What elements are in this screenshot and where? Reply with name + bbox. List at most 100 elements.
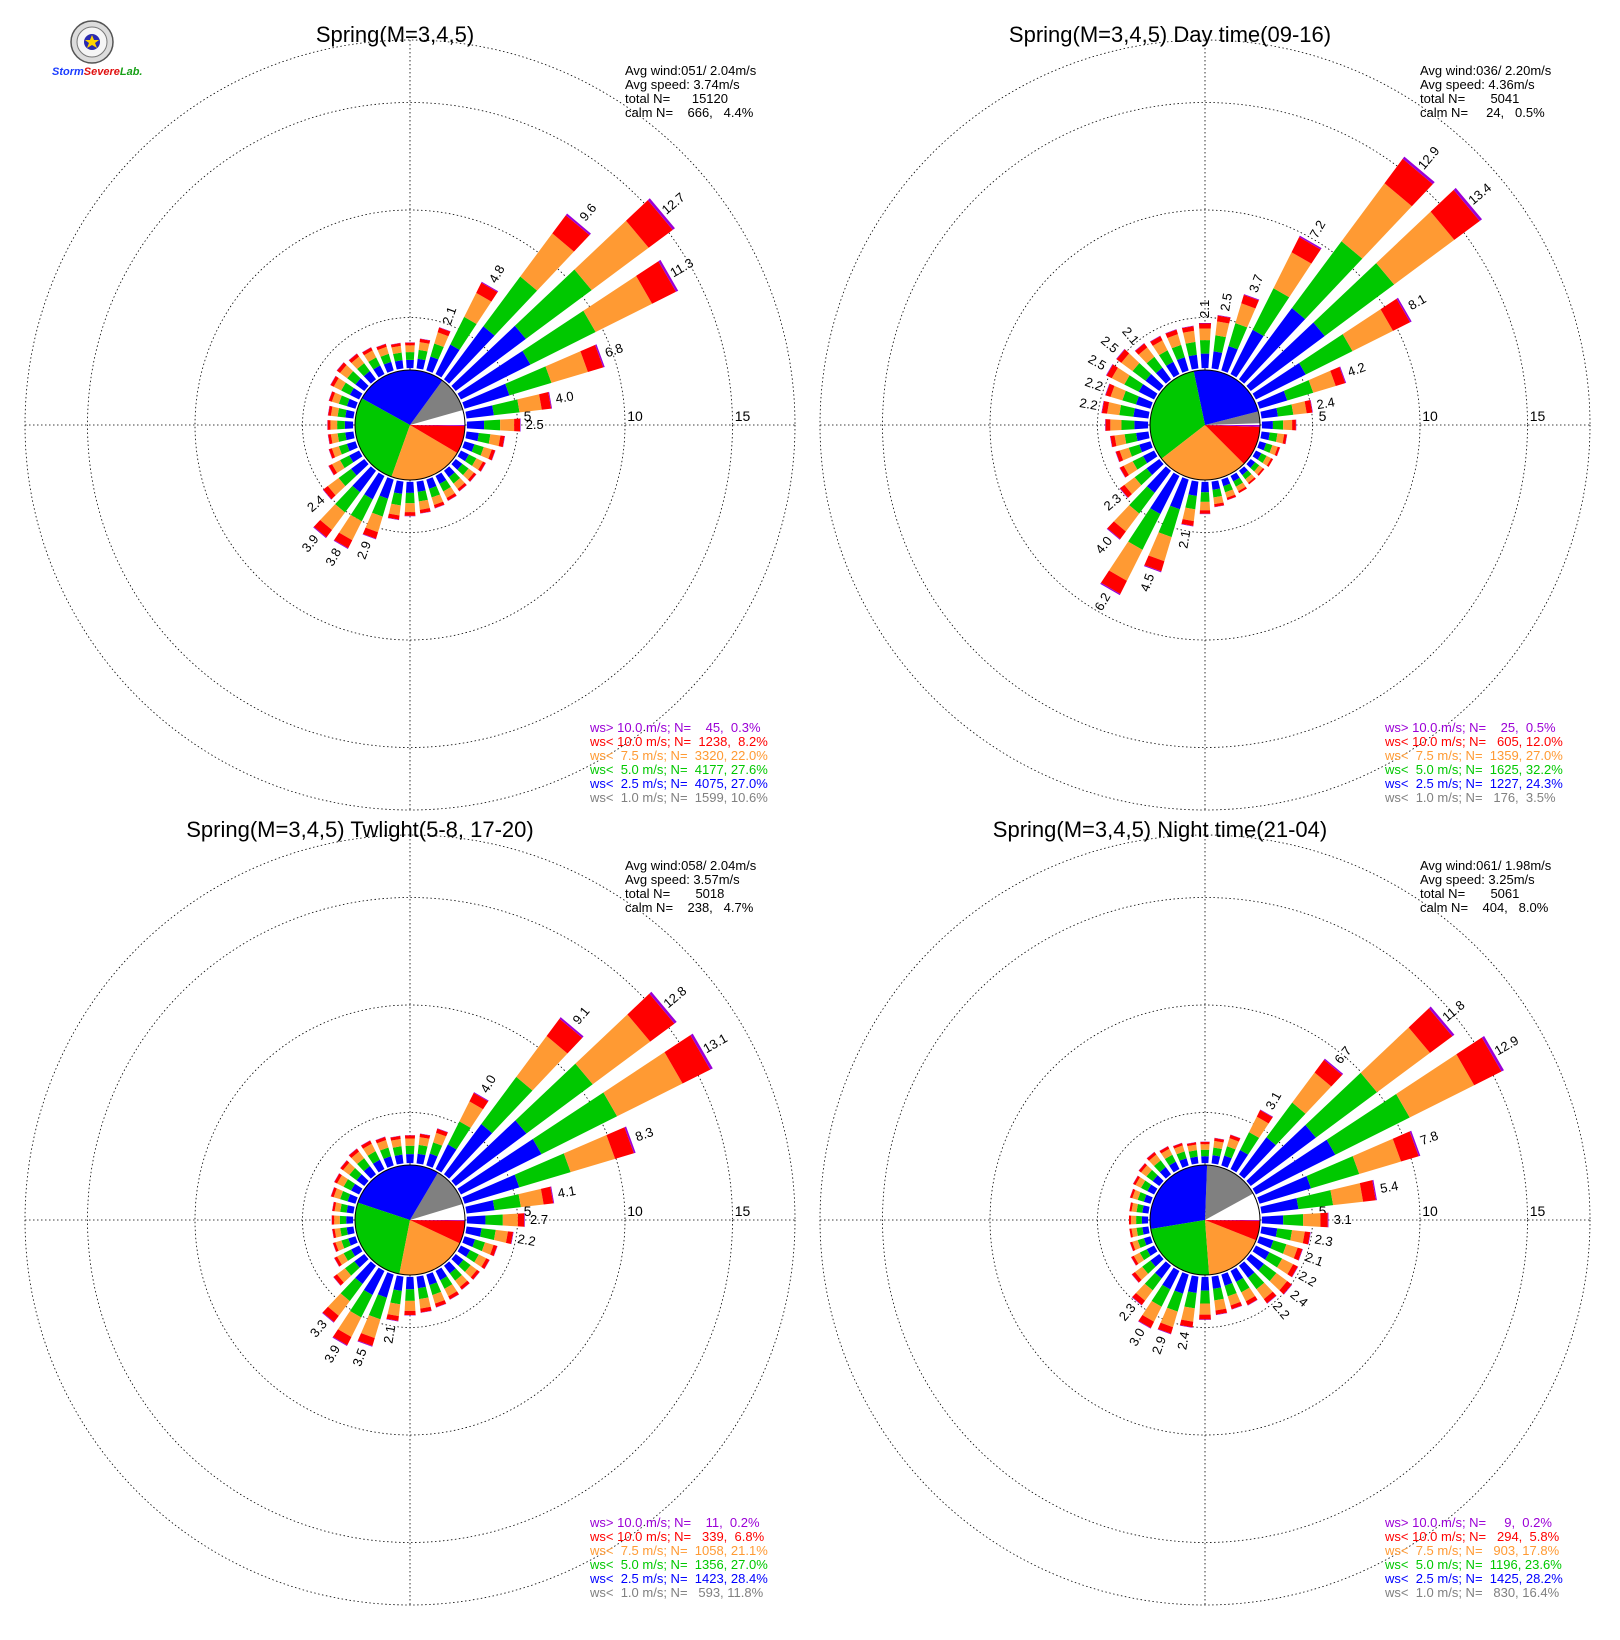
bar-segment-lt5 [1272, 420, 1284, 430]
bar-segment-lt10 [1214, 502, 1225, 507]
bar-segment-lt5 [1258, 1263, 1277, 1282]
bar-segment-lt2_5 [465, 405, 494, 419]
bar-segment-lt7_5 [1256, 1282, 1273, 1300]
bar-segment-lt5 [1134, 468, 1153, 486]
bar-segment-gt10 [1181, 325, 1194, 329]
legend-entry-lt5: ws< 5.0 m/s; N= 1196, 23.6% [1384, 1557, 1562, 1572]
bar-value-label: 4.0 [1092, 533, 1115, 556]
ring-label: 15 [735, 408, 751, 424]
bar-segment-lt2_5 [1152, 1175, 1164, 1187]
grid-circle [882, 102, 1528, 748]
bar-segment-lt5 [1121, 420, 1135, 430]
bar-value-label: 3.1 [1262, 1089, 1284, 1112]
bar-segment-lt2_5 [457, 350, 531, 400]
bar-segment-lt5 [1236, 1277, 1250, 1293]
bar-segment-gt10 [1283, 1284, 1293, 1295]
bar-segment-lt10 [1119, 484, 1132, 498]
bar-segment-lt7_5 [327, 1293, 350, 1316]
bar-segment-lt5 [1223, 483, 1233, 493]
bar-segment-lt5 [1119, 404, 1135, 417]
bar-segment-lt10 [1129, 1202, 1133, 1212]
bar-segment-lt5 [368, 357, 381, 370]
bar-segment-lt2_5 [379, 477, 394, 499]
legend-entry-lt2_5: ws< 2.5 m/s; N= 4075, 27.0% [589, 776, 768, 791]
pie-slice-gt10 [1205, 425, 1260, 427]
pie-slice-lt1 [410, 1172, 463, 1220]
bar-segment-lt10 [505, 1231, 514, 1245]
bar-segment-lt7_5 [1360, 1027, 1430, 1093]
bar-segment-lt10 [1157, 1322, 1174, 1334]
bar-segment-lt5 [1142, 1260, 1156, 1274]
bar-segment-lt5 [1240, 1132, 1260, 1155]
bar-segment-lt10 [404, 1310, 416, 1316]
bar-segment-lt5 [1200, 492, 1210, 502]
bar-segment-lt5 [417, 349, 428, 361]
bar-segment-gt10 [1396, 297, 1412, 323]
bar-segment-lt5 [1252, 288, 1290, 337]
bar-segment-lt5 [532, 1092, 618, 1155]
pie-slice-lt7_5 [1161, 425, 1244, 480]
bar-value-label: 2.4 [1287, 1287, 1310, 1310]
bar-segment-lt7_5 [1249, 1116, 1269, 1138]
bar-segment-lt2_5 [346, 1226, 355, 1235]
bar-segment-lt5 [405, 1289, 415, 1301]
bar-segment-gt10 [333, 540, 349, 550]
bar-segment-lt5 [380, 353, 392, 365]
bar-value-label: 2.2 [516, 1231, 536, 1249]
bar-segment-lt2_5 [406, 1154, 414, 1164]
bar-segment-lt7_5 [334, 1202, 342, 1212]
bar-segment-lt5 [472, 1239, 486, 1252]
bar-segment-gt10 [376, 343, 386, 348]
bar-segment-lt2_5 [405, 481, 415, 493]
bar-segment-lt10 [327, 420, 331, 430]
legend-entry-lt7_5: ws< 7.5 m/s; N= 1359, 27.0% [1384, 748, 1563, 763]
bar-segment-lt7_5 [1276, 433, 1285, 444]
bar-segment-lt5 [1200, 1149, 1210, 1157]
bar-value-label: 4.1 [556, 1183, 576, 1201]
bar-segment-gt10 [1101, 400, 1104, 414]
bar-value-label: 2.2 [1270, 1299, 1293, 1322]
bar-segment-lt10 [375, 1136, 387, 1144]
bar-segment-lt5 [1132, 456, 1148, 470]
bar-segment-lt5 [492, 399, 520, 416]
bar-segment-lt2_5 [1238, 1137, 1276, 1179]
bar-value-label: 2.3 [1116, 1300, 1139, 1323]
bar-segment-lt7_5 [1167, 334, 1182, 349]
bar-segment-lt2_5 [1211, 1155, 1221, 1165]
bar-segment-lt2_5 [462, 1236, 476, 1248]
bar-segment-lt10 [1129, 1188, 1136, 1199]
bar-segment-lt7_5 [431, 494, 444, 506]
bar-segment-lt10 [1128, 1215, 1132, 1225]
logo-storm-text: Storm [52, 66, 84, 78]
bar-segment-gt10 [1230, 1134, 1241, 1139]
bar-segment-lt10 [1129, 1228, 1133, 1238]
bar-segment-gt10 [419, 1133, 431, 1136]
bar-segment-lt7_5 [1235, 482, 1246, 492]
bar-segment-lt7_5 [1181, 1306, 1195, 1322]
bar-value-label: 13.1 [700, 1030, 729, 1056]
bar-segment-lt10 [361, 1140, 372, 1149]
bar-segment-lt7_5 [1107, 402, 1122, 416]
bar-segment-lt2_5 [1169, 1161, 1180, 1173]
bar-value-label: 12.9 [1492, 1033, 1521, 1059]
bar-value-label: 2.4 [1174, 1330, 1192, 1350]
bar-segment-gt10 [330, 1187, 335, 1197]
bar-segment-lt2_5 [1139, 441, 1153, 453]
bar-segment-lt7_5 [418, 499, 430, 510]
lab-logo-text: StormSevereLab. [52, 66, 143, 78]
bar-segment-gt10 [1215, 1312, 1228, 1316]
logo-severe-text: Severe [83, 66, 120, 78]
bar-segment-gt10 [327, 405, 330, 416]
bar-segment-lt7_5 [1241, 1287, 1256, 1302]
bar-segment-lt5 [417, 490, 428, 502]
bar-value-label: 2.9 [1149, 1334, 1169, 1356]
bar-segment-lt7_5 [1135, 1283, 1153, 1301]
bar-segment-lt7_5 [493, 1229, 508, 1243]
bar-segment-lt7_5 [1283, 419, 1293, 431]
bar-segment-lt7_5 [1110, 385, 1126, 401]
bar-value-label: 2.1 [1119, 324, 1142, 347]
bar-segment-gt10 [1159, 1145, 1169, 1152]
bar-segment-lt5 [1164, 1154, 1176, 1166]
bar-segment-lt7_5 [1109, 541, 1143, 581]
stat-line: Avg wind:058/ 2.04m/s [625, 858, 757, 873]
